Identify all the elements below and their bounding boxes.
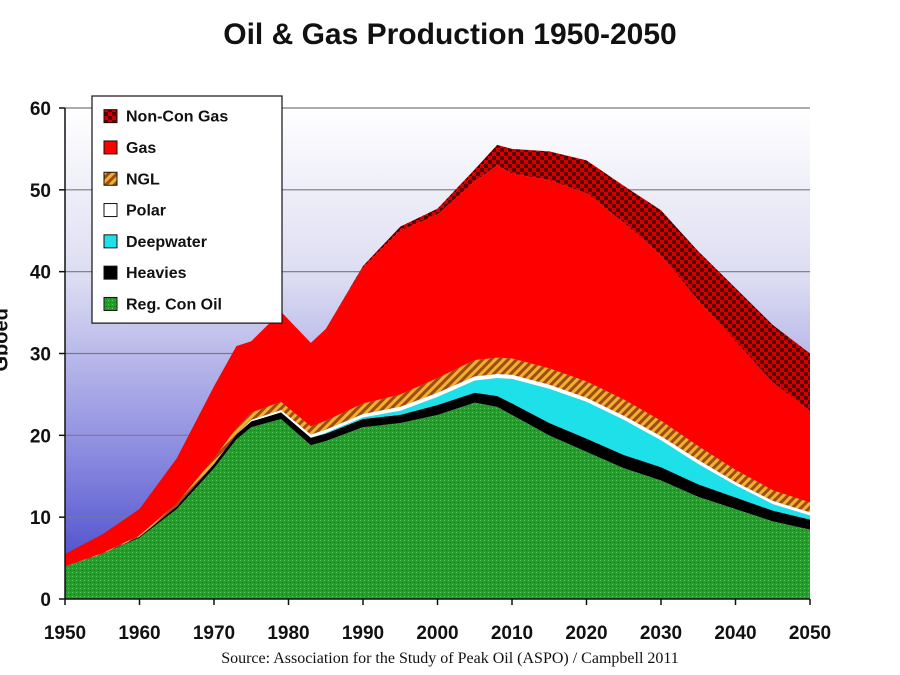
area-deepwater xyxy=(65,378,810,567)
x-tick-label-2030: 2030 xyxy=(640,623,682,644)
chart-title: Oil & Gas Production 1950-2050 xyxy=(223,18,677,51)
legend-swatch-polar xyxy=(103,203,118,218)
y-tick-label-50: 50 xyxy=(30,181,51,202)
x-tick-label-2000: 2000 xyxy=(416,623,458,644)
source-note: Source: Association for the Study of Pea… xyxy=(221,650,679,667)
y-tick-label-20: 20 xyxy=(30,426,51,447)
legend: Non-Con Gas Gas NGL Polar Deepwater Heavies Re… xyxy=(91,95,283,324)
x-tick-label-1990: 1990 xyxy=(342,623,384,644)
legend-label-reg-con-oil: Reg. Con Oil xyxy=(126,296,222,313)
legend-swatch-gas xyxy=(103,140,118,155)
legend-swatch-ngl xyxy=(103,171,118,186)
legend-swatch-heavies xyxy=(103,265,118,280)
x-tick-label-1950: 1950 xyxy=(44,623,86,644)
area-ngl xyxy=(65,357,810,567)
legend-label-ngl: NGL xyxy=(126,171,160,188)
legend-swatch-reg-con-oil xyxy=(103,296,118,311)
legend-label-non-con-gas: Non-Con Gas xyxy=(126,109,228,126)
x-tick-label-2050: 2050 xyxy=(789,623,831,644)
x-tick-label-2040: 2040 xyxy=(714,623,756,644)
y-tick-label-40: 40 xyxy=(30,263,51,284)
legend-label-gas: Gas xyxy=(126,140,156,157)
x-tick-label-1980: 1980 xyxy=(267,623,309,644)
legend-swatch-non-con-gas xyxy=(103,109,118,124)
area-reg-con-oil xyxy=(65,402,810,599)
legend-swatch-deepwater xyxy=(103,234,118,249)
legend-label-heavies: Heavies xyxy=(126,265,187,282)
x-tick-label-1960: 1960 xyxy=(118,623,160,644)
area-gas xyxy=(65,165,810,567)
y-tick-label-0: 0 xyxy=(40,590,51,611)
x-tick-label-2020: 2020 xyxy=(565,623,607,644)
x-tick-label-1970: 1970 xyxy=(193,623,235,644)
legend-label-deepwater: Deepwater xyxy=(126,234,207,251)
y-tick-label-60: 60 xyxy=(30,99,51,120)
x-tick-label-2010: 2010 xyxy=(491,623,533,644)
y-tick-label-30: 30 xyxy=(30,345,51,366)
area-heavies xyxy=(65,392,810,567)
legend-box xyxy=(91,95,283,324)
y-tick-label-10: 10 xyxy=(30,508,51,529)
legend-label-polar: Polar xyxy=(126,203,166,220)
